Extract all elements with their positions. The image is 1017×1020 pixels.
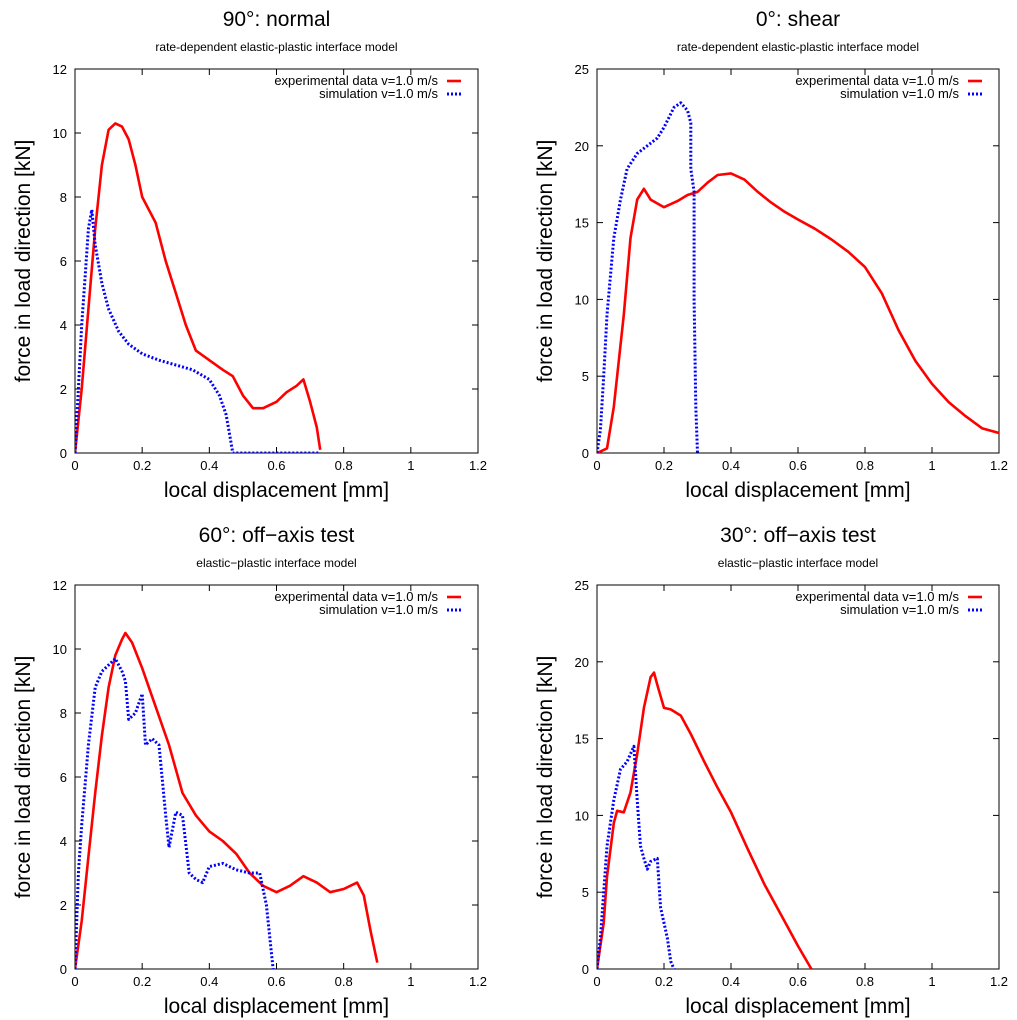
x-tick-label: 0 [71, 458, 78, 473]
x-tick-label: 0.2 [655, 458, 673, 473]
chart-panel-3: 60°: off−axis test elastic−plastic interf… [12, 524, 487, 1018]
x-tick-label: 1 [407, 974, 414, 989]
x-tick-label: 0.6 [267, 458, 285, 473]
simulation-series-line [75, 208, 321, 453]
chart-subtitle: rate-dependent elastic-plastic interface… [155, 40, 397, 54]
x-tick-label: 1.2 [469, 458, 487, 473]
simulation-series-line [75, 657, 275, 969]
experimental-series-line [75, 631, 379, 969]
legend-label: experimental data v=1.0 m/s [795, 73, 959, 88]
y-tick-label: 12 [53, 62, 67, 77]
y-tick-label: 10 [575, 808, 589, 823]
chart-title: 90°: normal [223, 8, 331, 31]
x-tick-label: 1.2 [990, 458, 1008, 473]
y-tick-label: 0 [582, 962, 589, 977]
x-axis-label: local displacement [mm] [685, 995, 910, 1018]
y-tick-label: 0 [60, 962, 67, 977]
y-axis-label: force in load direction [kN] [534, 140, 557, 383]
chart-title: 30°: off−axis test [720, 524, 876, 547]
y-tick-label: 5 [582, 369, 589, 384]
y-tick-label: 10 [575, 292, 589, 307]
x-tick-label: 0.2 [133, 974, 151, 989]
x-tick-label: 0.4 [722, 458, 740, 473]
x-tick-label: 0.6 [789, 974, 807, 989]
y-tick-label: 2 [60, 898, 67, 913]
x-tick-label: 0 [593, 458, 600, 473]
x-tick-label: 0.2 [655, 974, 673, 989]
chart-title: 0°: shear [756, 8, 840, 31]
y-tick-label: 0 [582, 446, 589, 461]
experimental-series-line [597, 671, 813, 969]
plot-frame [74, 584, 479, 970]
x-tick-label: 0.8 [856, 974, 874, 989]
x-tick-label: 0 [593, 974, 600, 989]
y-tick-label: 8 [60, 706, 67, 721]
y-tick-label: 10 [53, 126, 67, 141]
x-tick-label: 1 [928, 974, 935, 989]
x-tick-label: 0.8 [856, 458, 874, 473]
y-tick-label: 4 [60, 834, 67, 849]
simulation-series-line [597, 101, 699, 453]
y-axis-label: force in load direction [kN] [534, 656, 557, 899]
x-axis-label: local displacement [mm] [164, 479, 389, 502]
y-axis-label: force in load direction [kN] [12, 140, 35, 383]
legend-label: simulation v=1.0 m/s [319, 602, 438, 617]
chart-panel-4: 30°: off−axis test elastic−plastic interf… [534, 524, 1008, 1018]
y-tick-label: 2 [60, 382, 67, 397]
y-tick-label: 15 [575, 216, 589, 231]
y-tick-label: 20 [575, 139, 589, 154]
y-tick-label: 5 [582, 885, 589, 900]
x-tick-label: 1 [928, 458, 935, 473]
plot-frame [74, 68, 479, 454]
legend-label: simulation v=1.0 m/s [840, 602, 959, 617]
x-tick-label: 1.2 [469, 974, 487, 989]
x-tick-label: 0.6 [267, 974, 285, 989]
y-tick-label: 10 [53, 642, 67, 657]
plot-frame [596, 68, 1000, 454]
chart-title: 60°: off−axis test [199, 524, 355, 547]
chart-panel-2: 0°: shear rate-dependent elastic-plastic … [534, 8, 1008, 502]
y-tick-label: 20 [575, 655, 589, 670]
x-tick-label: 0.8 [335, 974, 353, 989]
y-tick-label: 15 [575, 732, 589, 747]
y-tick-label: 6 [60, 254, 67, 269]
x-tick-label: 0.8 [335, 458, 353, 473]
experimental-series-line [75, 122, 322, 453]
legend-label: experimental data v=1.0 m/s [795, 589, 959, 604]
x-tick-label: 1.2 [990, 974, 1008, 989]
x-tick-label: 0 [71, 974, 78, 989]
x-tick-label: 1 [407, 458, 414, 473]
experimental-series-line [597, 172, 999, 453]
y-tick-label: 25 [575, 578, 589, 593]
x-tick-label: 0.6 [789, 458, 807, 473]
x-tick-label: 0.2 [133, 458, 151, 473]
legend-label: simulation v=1.0 m/s [840, 86, 959, 101]
chart-subtitle: elastic−plastic interface model [718, 556, 878, 570]
chart-subtitle: rate-dependent elastic-plastic interface… [677, 40, 919, 54]
y-tick-label: 0 [60, 446, 67, 461]
x-tick-label: 0.4 [200, 458, 218, 473]
y-tick-label: 25 [575, 62, 589, 77]
y-tick-label: 4 [60, 318, 67, 333]
legend-label: experimental data v=1.0 m/s [274, 73, 438, 88]
chart-panel-1: 90°: normal rate-dependent elastic-plasti… [12, 8, 487, 502]
x-axis-label: local displacement [mm] [164, 995, 389, 1018]
y-tick-label: 8 [60, 190, 67, 205]
y-axis-label: force in load direction [kN] [12, 656, 35, 899]
chart-subtitle: elastic−plastic interface model [196, 556, 356, 570]
legend-label: simulation v=1.0 m/s [319, 86, 438, 101]
plot-frame [596, 584, 1000, 970]
y-tick-label: 6 [60, 770, 67, 785]
x-tick-label: 0.4 [722, 974, 740, 989]
x-axis-label: local displacement [mm] [685, 479, 910, 502]
simulation-series-line [597, 744, 676, 969]
y-tick-label: 12 [53, 578, 67, 593]
x-tick-label: 0.4 [200, 974, 218, 989]
legend-label: experimental data v=1.0 m/s [274, 589, 438, 604]
